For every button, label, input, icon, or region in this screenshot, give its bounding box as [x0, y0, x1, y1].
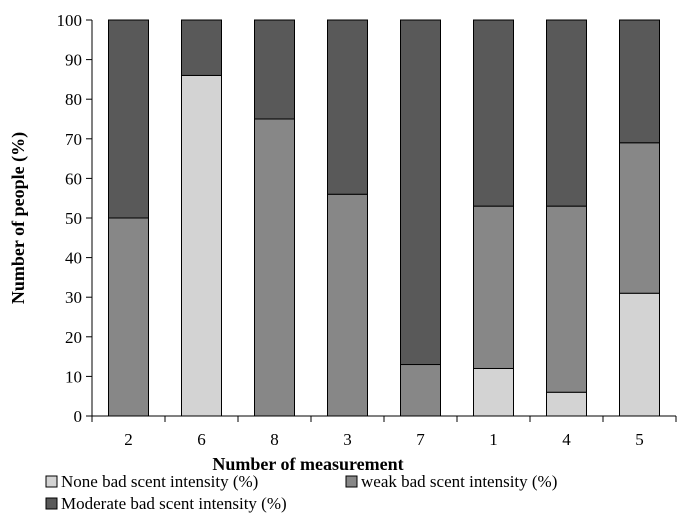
- bar-segment: [254, 118, 295, 417]
- x-tick-labels: 2 6 8 3 7 1 4 5: [124, 430, 644, 449]
- legend-label: None bad scent intensity (%): [61, 472, 258, 491]
- y-tick-label: 90: [65, 51, 82, 70]
- bar-segment: [400, 19, 441, 366]
- y-tick-labels: 0 10 20 30 40 50 60 70 80 90 100: [57, 11, 83, 426]
- y-tick-label: 60: [65, 169, 82, 188]
- bars-group: [108, 19, 660, 417]
- x-tick-label: 2: [124, 430, 133, 449]
- bar-segment: [546, 391, 587, 417]
- legend-label: Moderate bad scent intensity (%): [61, 494, 287, 513]
- bar-segment: [619, 19, 660, 144]
- y-tick-label: 70: [65, 130, 82, 149]
- x-tick-label: 1: [489, 430, 498, 449]
- x-tick-label: 8: [270, 430, 279, 449]
- bar-segment: [181, 74, 222, 417]
- bar-segment: [181, 19, 222, 76]
- legend: None bad scent intensity (%) weak bad sce…: [45, 472, 557, 513]
- y-tick-label: 40: [65, 249, 82, 268]
- x-tick-label: 3: [343, 430, 352, 449]
- bar-segment: [254, 19, 295, 120]
- x-tick-label: 6: [197, 430, 206, 449]
- legend-swatch: [45, 475, 58, 488]
- y-tick-label: 50: [65, 209, 82, 228]
- x-axis-title: Number of measurement: [212, 454, 403, 474]
- legend-swatch: [45, 497, 58, 510]
- bar-segment: [400, 364, 441, 417]
- y-tick-label: 30: [65, 288, 82, 307]
- bar-segment: [546, 19, 587, 207]
- y-tick-label: 20: [65, 328, 82, 347]
- legend-swatch: [345, 475, 358, 488]
- x-tick-label: 5: [635, 430, 644, 449]
- bar-segment: [108, 217, 149, 417]
- bar-segment: [473, 19, 514, 207]
- x-tick-label: 7: [416, 430, 425, 449]
- bar-segment: [327, 19, 368, 195]
- bar-segment: [327, 193, 368, 417]
- legend-label: weak bad scent intensity (%): [361, 472, 557, 491]
- y-tick-label: 80: [65, 90, 82, 109]
- bar-segment: [619, 292, 660, 417]
- y-axis-title: Number of people (%): [8, 132, 29, 304]
- y-tick-label: 100: [57, 11, 83, 30]
- bar-segment: [473, 367, 514, 417]
- axes-group: [86, 19, 677, 422]
- bar-segment: [619, 142, 660, 294]
- bar-segment: [546, 205, 587, 393]
- x-tick-label: 4: [562, 430, 571, 449]
- bar-segment: [473, 205, 514, 369]
- bar-segment: [108, 19, 149, 219]
- y-tick-label: 10: [65, 367, 82, 386]
- y-tick-label: 0: [74, 407, 83, 426]
